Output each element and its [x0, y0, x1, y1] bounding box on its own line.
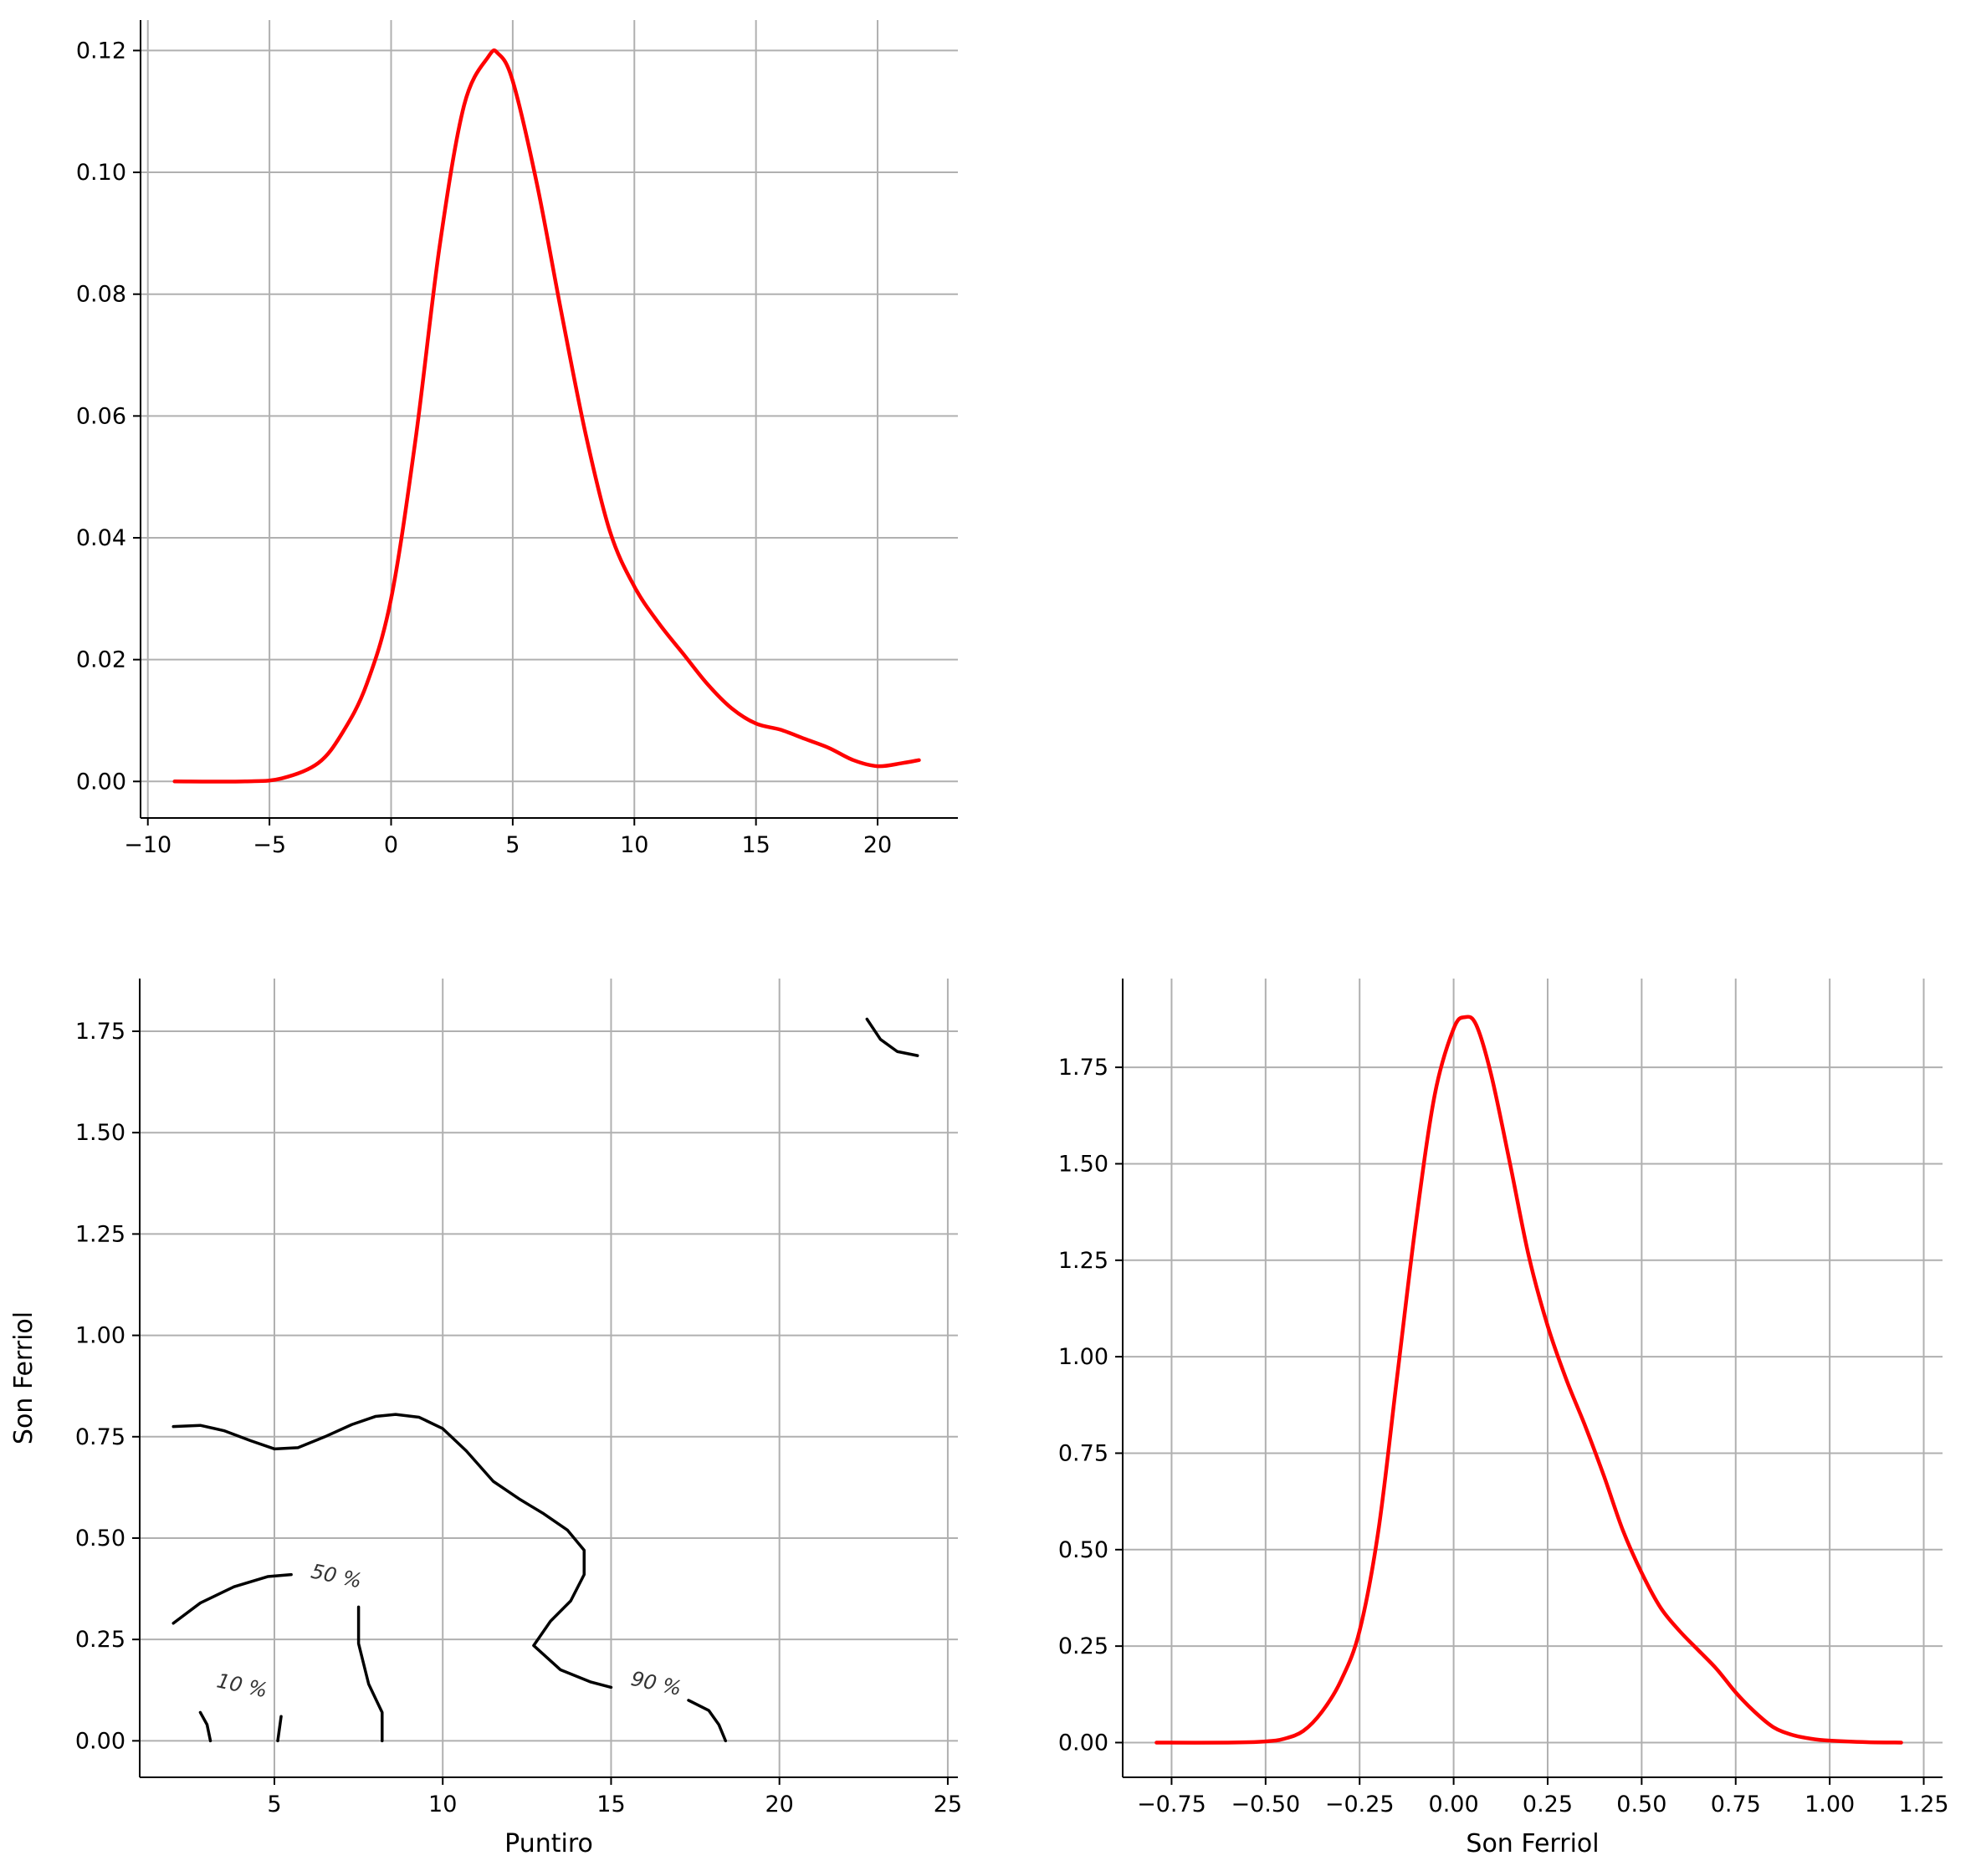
x-tick-label: 15 [596, 1792, 625, 1817]
x-tick-label: 15 [741, 832, 770, 858]
x-tick-label: −0.50 [1231, 1792, 1300, 1817]
x-tick-label: 0.50 [1616, 1792, 1666, 1817]
x-tick-label: 5 [267, 1792, 281, 1817]
y-tick-label: 0.08 [76, 282, 126, 308]
y-axis-label: Son Ferriol [9, 1311, 38, 1444]
x-tick-label: 10 [428, 1792, 457, 1817]
x-tick-label: 0 [384, 832, 398, 858]
x-tick-label: 0.75 [1711, 1792, 1761, 1817]
x-tick-label: 20 [765, 1792, 794, 1817]
y-tick-label: 0.04 [76, 525, 126, 551]
x-tick-label: −0.25 [1325, 1792, 1395, 1817]
y-tick-label: 0.25 [75, 1627, 125, 1653]
y-tick-label: 0.50 [1058, 1537, 1108, 1563]
x-tick-label: −5 [253, 832, 286, 858]
y-tick-label: 1.00 [1058, 1344, 1108, 1370]
x-tick-label: −10 [124, 832, 171, 858]
y-tick-label: 0.75 [1058, 1440, 1108, 1466]
kde-curve [172, 48, 921, 784]
y-tick-label: 1.50 [75, 1120, 125, 1146]
y-tick-label: 0.00 [1058, 1730, 1108, 1756]
y-tick-label: 0.75 [75, 1424, 125, 1450]
x-tick-label: 10 [620, 832, 648, 858]
kde-curve [1154, 1015, 1903, 1745]
y-tick-label: 0.02 [76, 647, 126, 673]
x-tick-label: 25 [934, 1792, 962, 1817]
contour-line [171, 1413, 613, 1689]
y-tick-label: 1.25 [75, 1221, 125, 1247]
x-tick-label: 20 [863, 832, 892, 858]
y-tick-label: 0.12 [76, 38, 126, 64]
x-axis-label: Puntiro [504, 1829, 593, 1858]
y-tick-label: 0.25 [1058, 1633, 1108, 1659]
x-tick-label: −0.75 [1137, 1792, 1206, 1817]
y-tick-label: 1.00 [75, 1323, 125, 1349]
kde-plot-son-ferriol: −0.75 −0.50 −0.25 0.00 0.25 0.50 0.75 1.00 1.25 0… [1058, 979, 1949, 1858]
x-tick-label: 5 [505, 832, 520, 858]
contour-plot-puntiro-vs-son-ferriol: 5 10 15 20 25 0.00 0.25 0.50 0.75 1.00 1.25 1.50 1.7… [9, 979, 962, 1858]
y-tick-label: 1.75 [1058, 1055, 1108, 1081]
y-tick-label: 1.50 [1058, 1151, 1108, 1177]
contour-line [276, 1715, 283, 1743]
contour-level-label: 10 % [215, 1669, 269, 1702]
x-axis-label: Son Ferriol [1466, 1829, 1599, 1858]
kde-plot-puntiro: −10 −5 0 5 10 15 20 0.00 0.02 0.04 0.06 0.08 0.10 0.1… [76, 20, 958, 858]
contour-level-label: 50 % [309, 1559, 363, 1592]
y-tick-label: 1.25 [1058, 1248, 1108, 1274]
y-tick-label: 0.00 [76, 769, 126, 795]
y-tick-label: 0.00 [75, 1728, 125, 1754]
x-tick-label: 1.25 [1898, 1792, 1948, 1817]
y-tick-label: 1.75 [75, 1019, 125, 1045]
contour-line [171, 1572, 293, 1625]
x-tick-label: 1.00 [1805, 1792, 1855, 1817]
x-tick-label: 0.25 [1523, 1792, 1573, 1817]
contour-line [865, 1017, 919, 1057]
x-tick-label: 0.00 [1429, 1792, 1479, 1817]
y-tick-label: 0.50 [75, 1526, 125, 1551]
contour-level-label: 90 % [629, 1667, 683, 1700]
contour-line [356, 1605, 384, 1743]
y-tick-label: 0.06 [76, 403, 126, 429]
contour-line [198, 1710, 212, 1743]
contour-line [687, 1699, 728, 1743]
y-tick-label: 0.10 [76, 160, 126, 186]
